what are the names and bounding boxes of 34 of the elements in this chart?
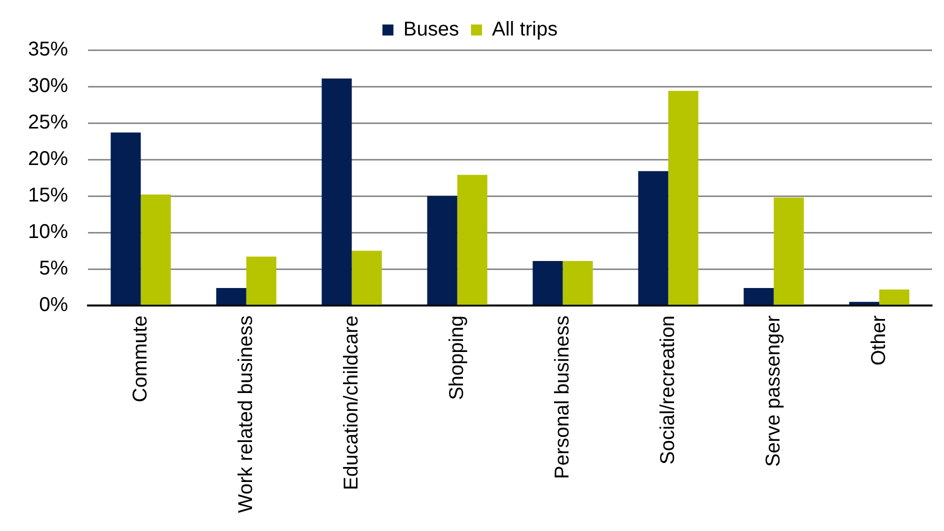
legend-label: All trips xyxy=(492,18,558,41)
x-tick-label: Other xyxy=(868,315,890,366)
bar xyxy=(352,250,382,305)
legend-label: Buses xyxy=(403,18,460,41)
x-tick-label: Education/childcare xyxy=(340,316,362,490)
x-tick-label: Work related business xyxy=(234,316,257,513)
bar xyxy=(744,288,774,305)
y-tick-label: 30% xyxy=(28,75,68,98)
bar xyxy=(322,78,352,305)
bar xyxy=(562,260,593,305)
bar xyxy=(140,194,171,305)
y-tick-label: 15% xyxy=(28,184,68,207)
bar xyxy=(638,171,668,305)
bar xyxy=(427,196,458,305)
bar xyxy=(668,90,698,305)
y-tick-label: 20% xyxy=(28,148,68,170)
bar xyxy=(879,289,910,305)
y-tick-label: 35% xyxy=(28,38,68,61)
y-tick-label: 25% xyxy=(28,112,68,134)
bar xyxy=(110,132,141,305)
y-tick-label: 0% xyxy=(39,294,68,316)
bar xyxy=(849,302,880,305)
bar xyxy=(457,174,488,305)
bar xyxy=(774,197,804,305)
y-tick-label: 5% xyxy=(39,258,68,280)
y-tick-label: 10% xyxy=(28,221,68,244)
bar xyxy=(246,256,276,305)
x-tick-label: Shopping xyxy=(446,316,468,400)
x-tick-label: Social/recreation xyxy=(656,316,679,464)
bar xyxy=(532,260,563,305)
x-tick-label: Personal business xyxy=(551,316,574,479)
x-tick-label: Commute xyxy=(129,316,152,402)
bar xyxy=(216,288,246,305)
x-tick-label: Serve passenger xyxy=(762,315,784,467)
